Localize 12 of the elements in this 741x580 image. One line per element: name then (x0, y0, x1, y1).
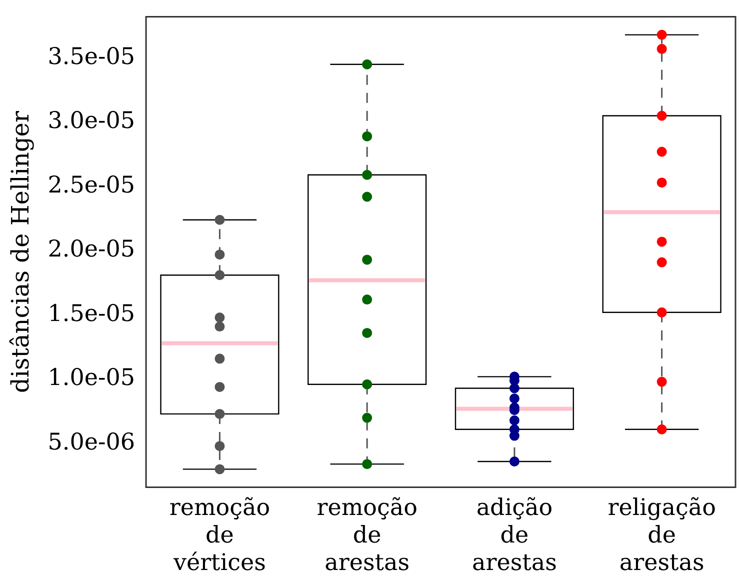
x-tick-label: remoção de arestas (316, 494, 418, 576)
y-tick-label: 1.5e-05 (48, 300, 136, 327)
y-tick-label: 5.0e-06 (48, 429, 136, 456)
y-axis-title: distâncias de Hellinger (6, 110, 35, 393)
x-tick-label: remoção de vértices (169, 494, 270, 576)
y-tick-label: 3.0e-05 (48, 108, 136, 134)
y-tick-label: 3.5e-05 (48, 44, 136, 70)
x-tick-label: adição de arestas (472, 494, 557, 576)
x-tick-label: religação de arestas (608, 494, 716, 576)
y-tick-label: 1.0e-05 (48, 365, 136, 392)
y-tick-label: 2.5e-05 (48, 172, 136, 198)
y-tick-label: 2.0e-05 (48, 236, 136, 263)
